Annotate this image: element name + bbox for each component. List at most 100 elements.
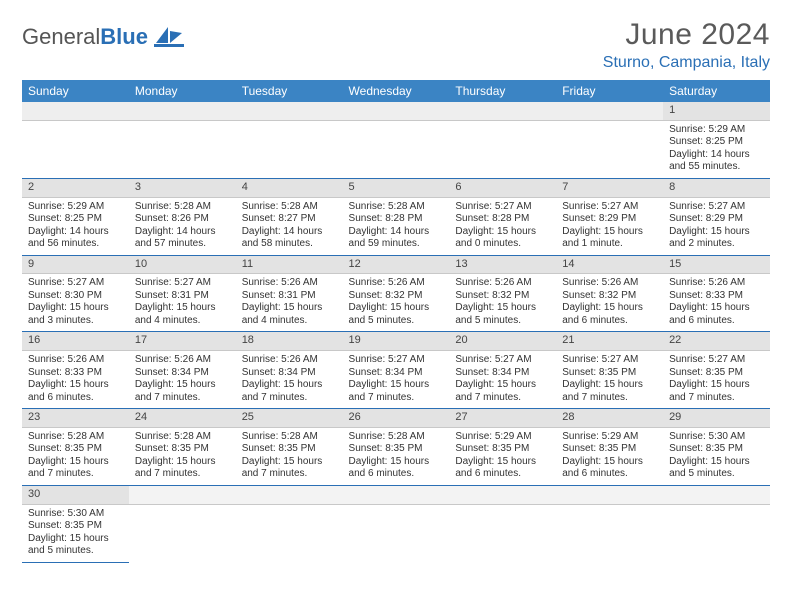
daylight-line: Daylight: 14 hours and 56 minutes. (28, 226, 123, 251)
daylight-line: Daylight: 15 hours and 7 minutes. (28, 456, 123, 481)
day-details: Sunrise: 5:27 AMSunset: 8:29 PMDaylight:… (556, 198, 663, 255)
day-details: Sunrise: 5:27 AMSunset: 8:30 PMDaylight:… (22, 274, 129, 331)
week-row: 23Sunrise: 5:28 AMSunset: 8:35 PMDayligh… (22, 409, 770, 486)
day-number: 11 (236, 256, 343, 275)
brand-name-b: Blue (100, 24, 148, 49)
day-number: 9 (22, 256, 129, 275)
day-cell-9: 9Sunrise: 5:27 AMSunset: 8:30 PMDaylight… (22, 255, 129, 332)
daylight-line: Daylight: 15 hours and 3 minutes. (28, 302, 123, 327)
empty-cell (556, 485, 663, 562)
sunset-line: Sunset: 8:34 PM (455, 367, 550, 380)
daylight-line: Daylight: 14 hours and 59 minutes. (349, 226, 444, 251)
day-cell-3: 3Sunrise: 5:28 AMSunset: 8:26 PMDaylight… (129, 178, 236, 255)
day-number: 5 (343, 179, 450, 198)
day-number: 29 (663, 409, 770, 428)
day-details: Sunrise: 5:29 AMSunset: 8:25 PMDaylight:… (22, 198, 129, 255)
empty-cell (22, 102, 129, 178)
day-cell-25: 25Sunrise: 5:28 AMSunset: 8:35 PMDayligh… (236, 409, 343, 486)
calendar-header-row: SundayMondayTuesdayWednesdayThursdayFrid… (22, 80, 770, 102)
sunrise-line: Sunrise: 5:28 AM (135, 431, 230, 444)
day-number: 20 (449, 332, 556, 351)
sunrise-line: Sunrise: 5:27 AM (28, 277, 123, 290)
day-cell-24: 24Sunrise: 5:28 AMSunset: 8:35 PMDayligh… (129, 409, 236, 486)
location-subtitle: Sturno, Campania, Italy (603, 54, 770, 72)
day-cell-29: 29Sunrise: 5:30 AMSunset: 8:35 PMDayligh… (663, 409, 770, 486)
week-row: 1Sunrise: 5:29 AMSunset: 8:25 PMDaylight… (22, 102, 770, 178)
day-cell-20: 20Sunrise: 5:27 AMSunset: 8:34 PMDayligh… (449, 332, 556, 409)
day-number: 4 (236, 179, 343, 198)
sunrise-line: Sunrise: 5:27 AM (669, 201, 764, 214)
day-number: 3 (129, 179, 236, 198)
sunset-line: Sunset: 8:25 PM (669, 136, 764, 149)
week-row: 16Sunrise: 5:26 AMSunset: 8:33 PMDayligh… (22, 332, 770, 409)
day-number: 6 (449, 179, 556, 198)
empty-cell (449, 485, 556, 562)
day-details: Sunrise: 5:28 AMSunset: 8:26 PMDaylight:… (129, 198, 236, 255)
sunset-line: Sunset: 8:31 PM (135, 290, 230, 303)
empty-cell (129, 102, 236, 178)
col-header-thursday: Thursday (449, 80, 556, 102)
empty-cell (236, 485, 343, 562)
day-details: Sunrise: 5:26 AMSunset: 8:32 PMDaylight:… (343, 274, 450, 331)
day-number: 21 (556, 332, 663, 351)
day-number: 18 (236, 332, 343, 351)
sunrise-line: Sunrise: 5:28 AM (242, 201, 337, 214)
sunrise-line: Sunrise: 5:27 AM (669, 354, 764, 367)
calendar-table: SundayMondayTuesdayWednesdayThursdayFrid… (22, 80, 770, 563)
day-number: 13 (449, 256, 556, 275)
day-details: Sunrise: 5:28 AMSunset: 8:35 PMDaylight:… (343, 428, 450, 485)
sunset-line: Sunset: 8:34 PM (135, 367, 230, 380)
day-cell-15: 15Sunrise: 5:26 AMSunset: 8:33 PMDayligh… (663, 255, 770, 332)
day-number: 12 (343, 256, 450, 275)
brand-name: GeneralBlue (22, 24, 148, 50)
sunset-line: Sunset: 8:34 PM (349, 367, 444, 380)
day-cell-10: 10Sunrise: 5:27 AMSunset: 8:31 PMDayligh… (129, 255, 236, 332)
sunrise-line: Sunrise: 5:26 AM (562, 277, 657, 290)
month-title: June 2024 (603, 18, 770, 52)
day-details: Sunrise: 5:30 AMSunset: 8:35 PMDaylight:… (663, 428, 770, 485)
day-number: 30 (22, 486, 129, 505)
daylight-line: Daylight: 15 hours and 7 minutes. (562, 379, 657, 404)
empty-cell (556, 102, 663, 178)
day-cell-23: 23Sunrise: 5:28 AMSunset: 8:35 PMDayligh… (22, 409, 129, 486)
daylight-line: Daylight: 15 hours and 5 minutes. (28, 533, 123, 558)
sunrise-line: Sunrise: 5:26 AM (135, 354, 230, 367)
day-details: Sunrise: 5:27 AMSunset: 8:35 PMDaylight:… (556, 351, 663, 408)
daylight-line: Daylight: 15 hours and 4 minutes. (135, 302, 230, 327)
daylight-line: Daylight: 15 hours and 5 minutes. (669, 456, 764, 481)
day-details: Sunrise: 5:27 AMSunset: 8:34 PMDaylight:… (343, 351, 450, 408)
sunset-line: Sunset: 8:28 PM (349, 213, 444, 226)
day-cell-6: 6Sunrise: 5:27 AMSunset: 8:28 PMDaylight… (449, 178, 556, 255)
daylight-line: Daylight: 15 hours and 7 minutes. (349, 379, 444, 404)
day-details: Sunrise: 5:26 AMSunset: 8:32 PMDaylight:… (556, 274, 663, 331)
sunrise-line: Sunrise: 5:26 AM (455, 277, 550, 290)
day-number: 23 (22, 409, 129, 428)
sunrise-line: Sunrise: 5:27 AM (455, 354, 550, 367)
sunset-line: Sunset: 8:32 PM (349, 290, 444, 303)
day-details: Sunrise: 5:29 AMSunset: 8:35 PMDaylight:… (556, 428, 663, 485)
sunset-line: Sunset: 8:35 PM (669, 443, 764, 456)
day-details: Sunrise: 5:26 AMSunset: 8:33 PMDaylight:… (663, 274, 770, 331)
day-cell-28: 28Sunrise: 5:29 AMSunset: 8:35 PMDayligh… (556, 409, 663, 486)
day-cell-26: 26Sunrise: 5:28 AMSunset: 8:35 PMDayligh… (343, 409, 450, 486)
daylight-line: Daylight: 14 hours and 55 minutes. (669, 149, 764, 174)
day-details: Sunrise: 5:26 AMSunset: 8:33 PMDaylight:… (22, 351, 129, 408)
col-header-friday: Friday (556, 80, 663, 102)
sunrise-line: Sunrise: 5:26 AM (669, 277, 764, 290)
day-details: Sunrise: 5:26 AMSunset: 8:34 PMDaylight:… (129, 351, 236, 408)
day-cell-2: 2Sunrise: 5:29 AMSunset: 8:25 PMDaylight… (22, 178, 129, 255)
sunset-line: Sunset: 8:35 PM (562, 443, 657, 456)
sunset-line: Sunset: 8:32 PM (455, 290, 550, 303)
week-row: 2Sunrise: 5:29 AMSunset: 8:25 PMDaylight… (22, 178, 770, 255)
day-details: Sunrise: 5:28 AMSunset: 8:35 PMDaylight:… (129, 428, 236, 485)
sunrise-line: Sunrise: 5:29 AM (455, 431, 550, 444)
sunrise-line: Sunrise: 5:27 AM (455, 201, 550, 214)
day-details: Sunrise: 5:27 AMSunset: 8:35 PMDaylight:… (663, 351, 770, 408)
daylight-line: Daylight: 15 hours and 7 minutes. (669, 379, 764, 404)
daylight-line: Daylight: 15 hours and 6 minutes. (455, 456, 550, 481)
sunset-line: Sunset: 8:35 PM (28, 443, 123, 456)
day-cell-7: 7Sunrise: 5:27 AMSunset: 8:29 PMDaylight… (556, 178, 663, 255)
sunrise-line: Sunrise: 5:27 AM (562, 354, 657, 367)
col-header-saturday: Saturday (663, 80, 770, 102)
sunset-line: Sunset: 8:35 PM (28, 520, 123, 533)
